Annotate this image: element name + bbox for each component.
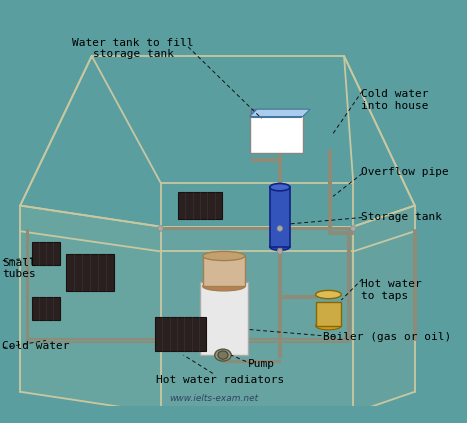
- Ellipse shape: [277, 226, 283, 231]
- Text: Water tank to fill
storage tank: Water tank to fill storage tank: [72, 38, 194, 59]
- FancyBboxPatch shape: [66, 254, 114, 291]
- Text: Pump: Pump: [248, 359, 275, 369]
- FancyBboxPatch shape: [32, 242, 60, 265]
- Ellipse shape: [316, 321, 341, 330]
- Ellipse shape: [203, 251, 245, 261]
- Polygon shape: [161, 227, 353, 413]
- Ellipse shape: [218, 351, 228, 359]
- Ellipse shape: [215, 349, 231, 361]
- Ellipse shape: [277, 249, 283, 254]
- Polygon shape: [353, 206, 415, 413]
- Ellipse shape: [316, 291, 341, 299]
- Polygon shape: [249, 109, 310, 117]
- Text: Small
tubes: Small tubes: [2, 258, 35, 280]
- Polygon shape: [20, 206, 161, 413]
- Text: Storage tank: Storage tank: [361, 212, 442, 222]
- FancyBboxPatch shape: [316, 302, 341, 326]
- FancyBboxPatch shape: [249, 109, 303, 153]
- FancyBboxPatch shape: [251, 109, 301, 117]
- Text: Hot water radiators: Hot water radiators: [156, 375, 284, 385]
- Text: Cold water
into house: Cold water into house: [361, 89, 428, 111]
- FancyBboxPatch shape: [200, 282, 248, 355]
- FancyBboxPatch shape: [178, 192, 222, 219]
- FancyBboxPatch shape: [155, 316, 206, 352]
- Ellipse shape: [203, 282, 245, 291]
- Ellipse shape: [270, 184, 290, 191]
- Text: Cold water: Cold water: [2, 341, 69, 351]
- Text: Hot water
to taps: Hot water to taps: [361, 279, 421, 300]
- FancyBboxPatch shape: [32, 297, 60, 320]
- Ellipse shape: [270, 243, 290, 250]
- FancyBboxPatch shape: [203, 256, 245, 286]
- Ellipse shape: [158, 226, 163, 231]
- FancyBboxPatch shape: [270, 187, 290, 247]
- Ellipse shape: [350, 226, 356, 231]
- Text: Overflow pipe: Overflow pipe: [361, 167, 448, 176]
- Text: www.ielts-exam.net: www.ielts-exam.net: [169, 394, 258, 403]
- Text: Boiler (gas or oil): Boiler (gas or oil): [323, 332, 451, 342]
